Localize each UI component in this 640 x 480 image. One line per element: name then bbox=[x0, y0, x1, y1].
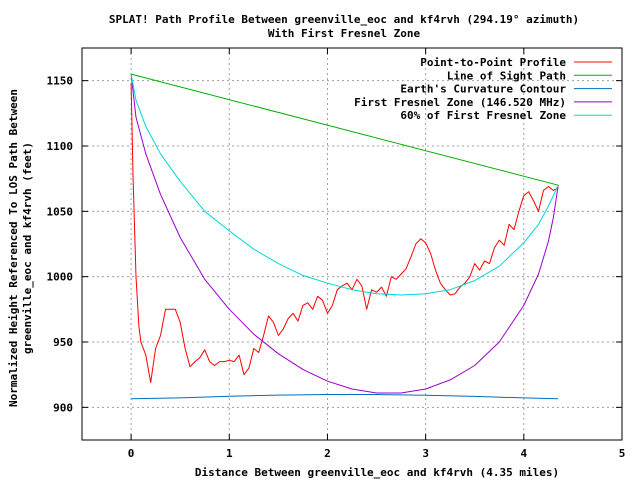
series-line-first-fresnel-zone-146-520-mhz bbox=[130, 74, 559, 394]
y-tick-label: 1050 bbox=[47, 205, 74, 218]
y-axis-label-line-2: greenville_eoc and kf4rvh (feet) bbox=[21, 142, 34, 354]
legend-label: 60% of First Fresnel Zone bbox=[400, 109, 566, 122]
x-axis-label: Distance Between greenville_eoc and kf4r… bbox=[195, 466, 559, 479]
legend-label: Point-to-Point Profile bbox=[420, 56, 566, 69]
legend-label: First Fresnel Zone (146.520 MHz) bbox=[354, 96, 566, 109]
ticks: 0 1 2 3 4 5 900 950 1000 1050 1100 1150 bbox=[47, 48, 626, 460]
series-layer bbox=[130, 73, 559, 400]
y-tick-label: 1150 bbox=[47, 75, 74, 88]
x-tick-label: 5 bbox=[619, 447, 626, 460]
y-tick-label: 1100 bbox=[47, 140, 74, 153]
x-tick-label: 4 bbox=[521, 447, 528, 460]
series-line-line-of-sight-path bbox=[130, 73, 559, 186]
y-axis-label-line-1: Normalized Height Referenced To LOS Path… bbox=[7, 89, 20, 407]
legend-label: Line of Sight Path bbox=[447, 69, 566, 82]
plot-frame bbox=[81, 47, 623, 441]
legend-label: Earth's Curvature Contour bbox=[400, 83, 566, 96]
series-line-60-of-first-fresnel-zone bbox=[130, 74, 559, 296]
x-tick-label: 2 bbox=[324, 447, 331, 460]
y-tick-label: 950 bbox=[53, 336, 73, 349]
x-tick-label: 3 bbox=[422, 447, 429, 460]
y-tick-label: 900 bbox=[53, 401, 73, 414]
x-tick-label: 1 bbox=[226, 447, 233, 460]
series-line-earth-s-curvature-contour bbox=[131, 394, 559, 400]
y-tick-label: 1000 bbox=[47, 271, 74, 284]
series-line-point-to-point-profile bbox=[130, 83, 559, 383]
chart-title: SPLAT! Path Profile Between greenville_e… bbox=[109, 13, 579, 26]
x-tick-label: 0 bbox=[128, 447, 135, 460]
chart-subtitle: With First Fresnel Zone bbox=[268, 27, 421, 40]
